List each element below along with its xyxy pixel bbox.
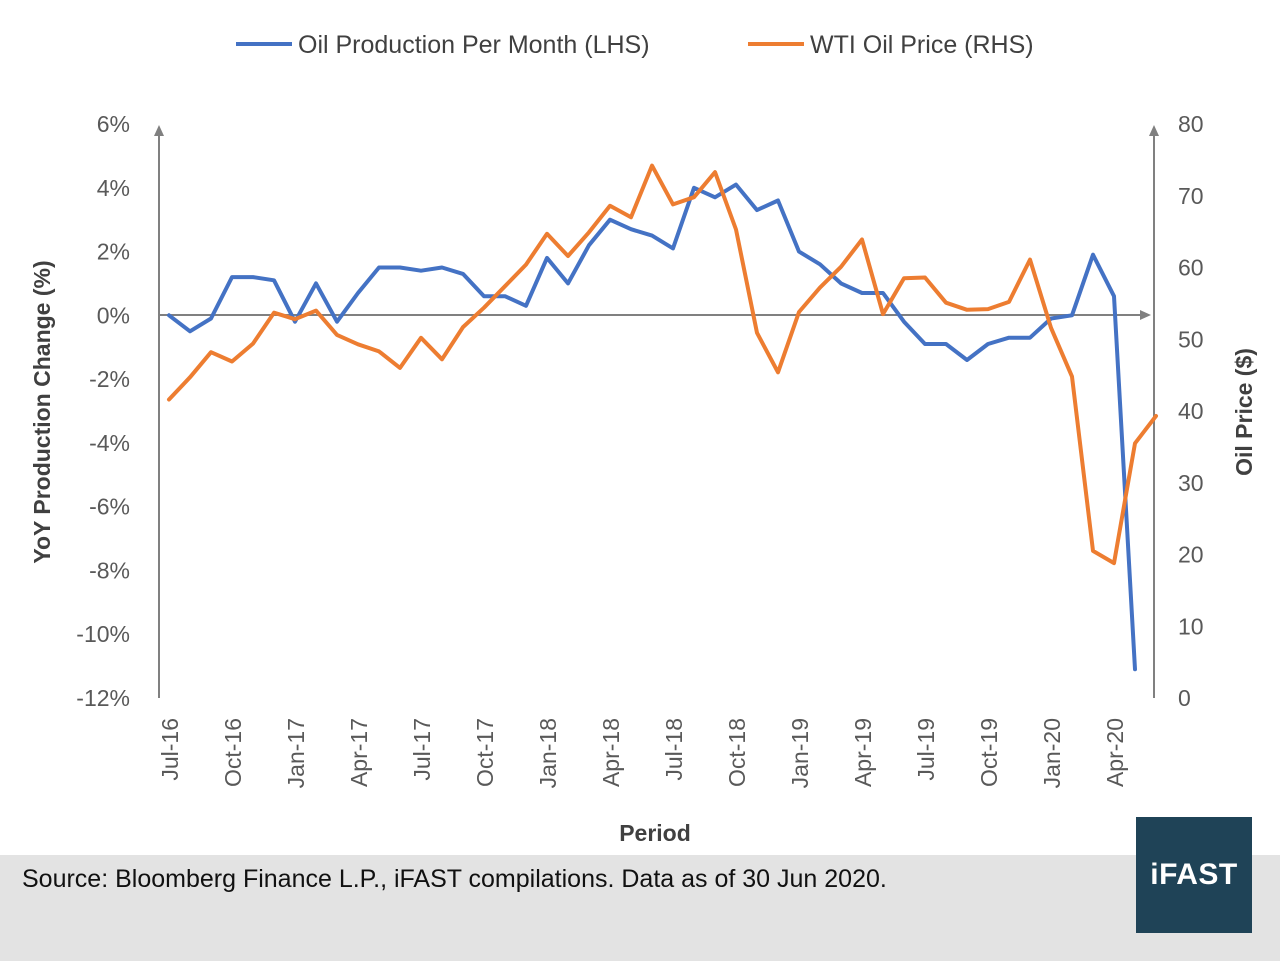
left-y-tick-label: 2% [97, 239, 130, 265]
x-tick-label: Apr-20 [1102, 718, 1128, 787]
right-y-tick-label: 40 [1178, 398, 1204, 424]
x-tick-label: Jan-19 [787, 718, 813, 788]
legend-label-production: Oil Production Per Month (LHS) [298, 31, 650, 59]
footer: Source: Bloomberg Finance L.P., iFAST co… [0, 817, 1280, 961]
x-tick-label: Jul-17 [409, 718, 435, 781]
left-y-tick-labels: 6% 4% 2% 0% -2% -4% -6% -8% -10% -12% [76, 111, 130, 711]
left-y-tick-label: 4% [97, 175, 130, 201]
left-y-tick-label: 6% [97, 111, 130, 137]
right-y-tick-label: 50 [1178, 326, 1204, 352]
x-tick-label: Jan-17 [283, 718, 309, 788]
left-y-axis-title: YoY Production Change (%) [29, 260, 55, 563]
source-note: Source: Bloomberg Finance L.P., iFAST co… [22, 865, 887, 893]
right-y-tick-label: 30 [1178, 470, 1204, 496]
x-tick-label: Jul-16 [157, 718, 183, 781]
x-tick-label: Apr-17 [346, 718, 372, 787]
series-line-wti-price [167, 163, 1158, 566]
legend: Oil Production Per Month (LHS) WTI Oil P… [236, 31, 1034, 59]
right-y-tick-label: 70 [1178, 183, 1204, 209]
right-y-tick-label: 0 [1178, 685, 1191, 711]
left-y-tick-label: -4% [89, 430, 130, 456]
x-tick-label: Jan-20 [1039, 718, 1065, 788]
right-y-tick-labels: 80 70 60 50 40 30 20 10 0 [1178, 111, 1204, 711]
x-tick-label: Apr-18 [598, 718, 624, 787]
x-tick-labels: Jul-16 Oct-16 Jan-17 Apr-17 Jul-17 Oct-17 Jan-… [157, 718, 1128, 788]
right-y-tick-label: 10 [1178, 613, 1204, 639]
x-tick-label: Apr-19 [850, 718, 876, 787]
x-tick-label: Jan-18 [535, 718, 561, 788]
x-tick-label: Oct-19 [976, 718, 1002, 787]
right-y-tick-label: 80 [1178, 111, 1204, 137]
logo-text: iFAST [1150, 858, 1238, 891]
ifast-logo: iFAST [1136, 817, 1252, 933]
right-y-tick-label: 60 [1178, 255, 1204, 281]
x-tick-label: Jul-18 [661, 718, 687, 781]
x-axis-title: Period [619, 820, 691, 846]
x-tick-label: Oct-18 [724, 718, 750, 787]
left-y-tick-label: -2% [89, 366, 130, 392]
left-y-tick-label: -8% [89, 557, 130, 583]
x-tick-label: Oct-17 [472, 718, 498, 787]
left-y-tick-label: -12% [76, 685, 130, 711]
left-y-tick-label: -6% [89, 494, 130, 520]
right-y-axis-title: Oil Price ($) [1231, 348, 1257, 476]
dual-axis-line-chart: Oil Production Per Month (LHS) WTI Oil P… [29, 31, 1257, 846]
series-line-oil-production [167, 182, 1137, 672]
left-y-tick-label: 0% [97, 302, 130, 328]
right-y-tick-label: 20 [1178, 542, 1204, 568]
x-tick-label: Oct-16 [220, 718, 246, 787]
x-tick-label: Jul-19 [913, 718, 939, 781]
legend-label-price: WTI Oil Price (RHS) [810, 31, 1034, 59]
left-y-tick-label: -10% [76, 621, 130, 647]
